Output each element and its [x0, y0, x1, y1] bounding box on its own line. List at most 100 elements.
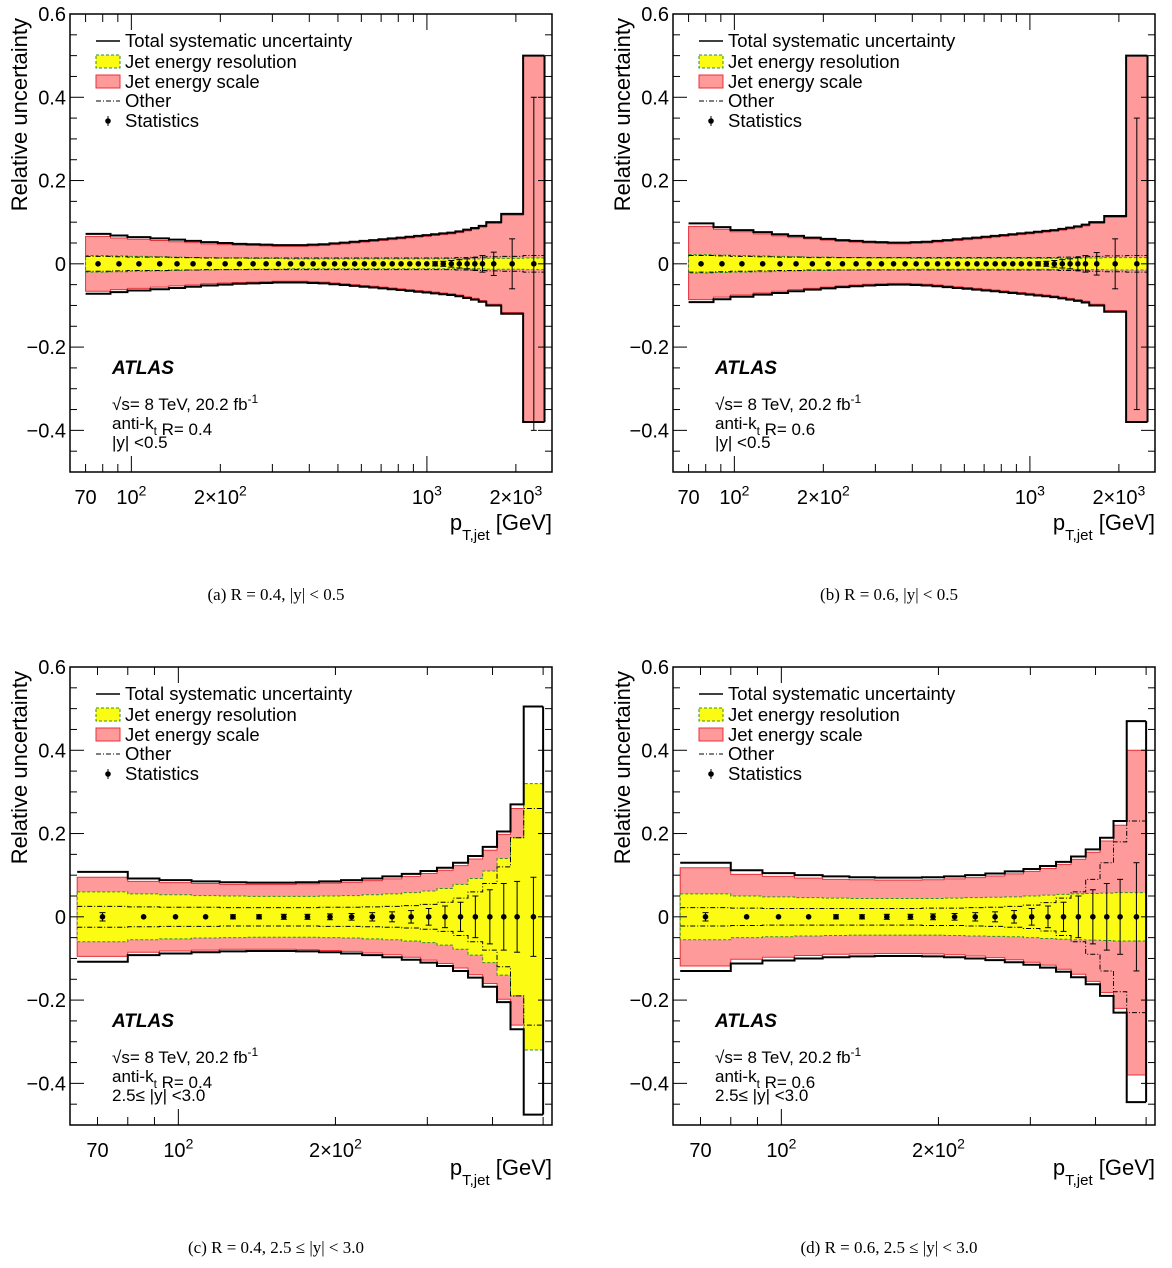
stat-marker: [380, 261, 386, 267]
stat-point: [457, 901, 464, 932]
stat-point: [256, 914, 263, 920]
legend-swatch-jer: [698, 54, 724, 69]
stat-point: [99, 912, 106, 922]
atlas-label: ATLAS: [714, 358, 777, 379]
stat-marker: [1043, 261, 1050, 267]
stat-point: [440, 260, 447, 267]
jet-label: anti-kt R= 0.4: [112, 414, 212, 439]
x-axis-label: pT,jet [GeV]: [1053, 510, 1155, 544]
stat-marker: [327, 914, 333, 920]
stat-marker: [907, 914, 914, 920]
stat-marker: [1059, 261, 1066, 267]
jet-label: anti-kt R= 0.6: [715, 1067, 815, 1092]
stat-point: [415, 261, 422, 267]
stat-point: [287, 261, 294, 267]
y-tick-label: −0.2: [630, 337, 669, 359]
y-axis-label: Relative uncertainty: [610, 671, 635, 864]
stat-marker: [389, 261, 395, 267]
y-tick-label: −0.2: [27, 990, 66, 1012]
stat-point: [759, 261, 766, 267]
stat-point: [304, 913, 311, 920]
stat-point: [809, 261, 816, 267]
stat-point: [471, 257, 478, 271]
legend-label: Jet energy scale: [728, 71, 863, 92]
y-tick-label: 0.2: [38, 824, 66, 846]
atlas-label: ATLAS: [111, 1011, 174, 1032]
stat-marker: [1060, 914, 1067, 920]
y-tick-label: 0.4: [641, 740, 669, 762]
atlas-label: ATLAS: [714, 1011, 777, 1032]
stat-point: [530, 876, 537, 957]
stat-point: [361, 261, 368, 267]
y-tick-label: 0.2: [641, 171, 669, 193]
legend-label: Jet energy resolution: [728, 704, 900, 725]
stat-point: [136, 261, 142, 267]
stat-marker: [992, 261, 998, 267]
stat-marker: [1090, 914, 1096, 920]
y-tick-label: −0.2: [27, 337, 66, 359]
stat-point: [509, 238, 516, 290]
stat-marker: [304, 914, 311, 920]
stat-marker: [487, 914, 493, 920]
stat-point: [974, 261, 980, 267]
energy-label: √s= 8 TeV, 20.2 fb-1: [112, 1045, 259, 1067]
stat-point: [890, 261, 897, 267]
stat-marker: [490, 261, 497, 267]
jet-label: anti-kt R= 0.4: [112, 1067, 212, 1092]
stat-marker: [833, 914, 839, 920]
stat-point: [500, 883, 507, 951]
stat-point: [1117, 878, 1124, 955]
stat-marker: [222, 261, 228, 267]
x-axis-label: pT,jet [GeV]: [450, 510, 552, 544]
y-tick-label: −0.4: [630, 1073, 669, 1095]
stat-point: [321, 261, 327, 267]
stat-marker: [423, 261, 430, 267]
stat-point: [202, 914, 209, 920]
stat-marker: [287, 261, 294, 267]
stat-point: [1133, 117, 1140, 411]
stat-marker: [930, 914, 936, 920]
stat-marker: [448, 261, 455, 267]
stat-marker: [913, 261, 919, 267]
stat-point: [964, 261, 971, 267]
y-tick-label: 0: [55, 907, 66, 929]
stat-marker: [1045, 914, 1051, 920]
stat-point: [944, 261, 951, 267]
stat-marker: [974, 261, 980, 267]
chart-panel-d: 0.6 0.4 0.2 0 −0.2 −0.4 70 102 2×102 Relative unc…: [610, 657, 1156, 1257]
stat-marker: [878, 261, 885, 267]
stat-marker: [116, 261, 122, 267]
stat-marker: [759, 261, 766, 267]
stat-marker: [934, 261, 941, 267]
plot-area: [76, 705, 545, 1116]
stat-point: [206, 261, 213, 267]
stat-marker: [1075, 914, 1082, 920]
stat-marker: [456, 261, 463, 267]
stat-marker: [156, 261, 163, 267]
other-down-line: [680, 924, 1147, 1014]
x-tick-label: 102: [116, 483, 146, 509]
rapidity-label: |y| <0.5: [112, 433, 168, 452]
chart-panel-a: 0.6 0.4 0.2 0 −0.2 −0.4 70 102 2×102 103 2×103 Rela…: [7, 4, 553, 604]
legend-swatch-jes: [698, 74, 724, 89]
legend-label: Other: [125, 90, 171, 111]
stat-point: [1059, 259, 1066, 269]
stat-marker: [472, 261, 478, 267]
stat-point: [777, 261, 783, 267]
y-tick-label: −0.4: [27, 420, 66, 442]
y-tick-label: 0.6: [38, 657, 66, 679]
x-tick-label: 2×102: [194, 483, 247, 509]
stat-point: [951, 912, 958, 921]
subfigure-caption: (b) R = 0.6, |y| < 0.5: [820, 585, 958, 604]
stat-point: [1009, 261, 1016, 267]
stat-marker: [1026, 261, 1033, 267]
stat-marker: [95, 261, 101, 267]
stat-point: [1018, 261, 1025, 267]
stat-point: [825, 261, 831, 267]
stat-point: [389, 911, 396, 923]
stat-point: [954, 261, 961, 267]
stat-point: [878, 261, 885, 267]
